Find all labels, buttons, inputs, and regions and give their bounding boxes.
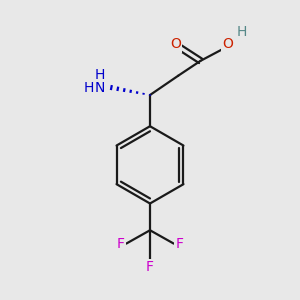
Text: H: H (84, 81, 94, 94)
Text: H: H (95, 68, 105, 82)
Text: H: H (237, 25, 247, 39)
Text: O: O (223, 38, 234, 52)
Text: N: N (95, 81, 105, 94)
Text: O: O (170, 38, 181, 52)
Text: F: F (176, 237, 184, 250)
Text: F: F (146, 260, 154, 274)
Text: F: F (116, 237, 124, 250)
